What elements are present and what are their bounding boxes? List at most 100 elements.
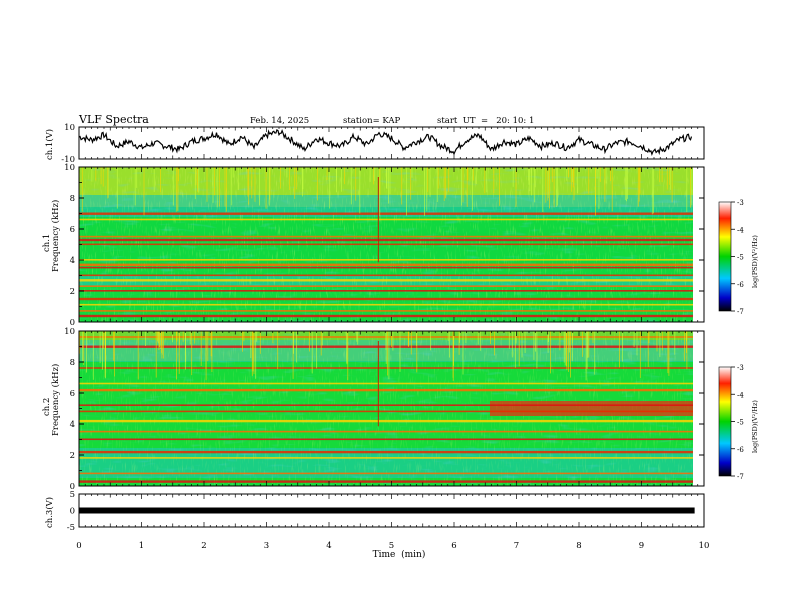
sferic-spike (598, 167, 600, 209)
sferic-spike (158, 331, 160, 350)
colorbar-tick-label: -7 (737, 473, 744, 481)
sferic-spike (486, 167, 488, 193)
sferic-spike (515, 167, 517, 207)
sferic-spike (79, 331, 81, 354)
sferic-spike (386, 167, 387, 189)
spectral-band (79, 218, 693, 221)
sferic-spike (472, 167, 473, 211)
colorbar-tick-label: -5 (737, 419, 744, 427)
sferic-spike (477, 331, 479, 345)
spectral-band (79, 367, 693, 369)
sferic-spike (622, 331, 623, 362)
spectral-band (79, 310, 693, 312)
time-tick-label: 1 (139, 541, 144, 551)
sferic-spike (316, 331, 317, 369)
freq-tick-label: 2 (70, 451, 75, 461)
figure-title: VLF Spectra (78, 113, 149, 126)
sferic-spike (462, 331, 464, 375)
sferic-spike (436, 167, 438, 202)
sferic-spike (518, 331, 520, 367)
sferic-spike (95, 167, 97, 181)
time-tick-label: 5 (389, 541, 394, 551)
sferic-spike (136, 167, 138, 188)
sferic-spike (592, 331, 594, 343)
sferic-spike (293, 331, 294, 354)
sferic-spike (185, 331, 186, 362)
sferic-spike (536, 331, 538, 369)
sferic-spike (163, 331, 164, 359)
sferic-spike (253, 331, 255, 375)
spectral-band (79, 212, 693, 215)
sferic-spike (534, 167, 536, 203)
sferic-spike (251, 167, 253, 199)
time-axis: 0 1 2 3 4 5 6 7 8 9 10 (76, 127, 709, 551)
sferic-spike (105, 331, 106, 379)
sferic-spike (99, 331, 101, 364)
sferic-spike (453, 331, 454, 366)
sferic-spike (605, 167, 607, 184)
sferic-spike (685, 331, 687, 353)
sferic-spike (571, 167, 573, 192)
sferic-spike (594, 331, 596, 375)
sferic-spike (684, 331, 685, 362)
sferic-spike (155, 331, 157, 378)
sferic-spike (416, 331, 417, 346)
sferic-spike (582, 331, 583, 357)
spectral-band (79, 450, 693, 454)
sferic-spike (508, 331, 510, 349)
sferic-spike (116, 167, 118, 209)
sferic-spike (359, 167, 361, 214)
sferic-spike (205, 331, 207, 381)
sferic-spike (445, 167, 446, 199)
ch3-ylabel: ch.3(V) (44, 497, 55, 528)
sferic-spike (514, 331, 516, 368)
sferic-spike (447, 331, 449, 341)
sferic-spike (666, 167, 668, 190)
sferic-spike (626, 167, 627, 202)
sferic-spike (277, 331, 279, 370)
spectral-band (79, 388, 693, 392)
freq-tick-label: 8 (70, 194, 75, 204)
sferic-spike (587, 331, 589, 358)
sferic-spike (224, 167, 226, 207)
sferic-spike (573, 167, 575, 201)
time-tick-label: 0 (76, 541, 81, 551)
sferic-spike (392, 331, 394, 351)
sferic-spike (639, 167, 641, 194)
sferic-spike (153, 167, 155, 192)
sferic-spike (633, 331, 635, 347)
sferic-spike (674, 331, 676, 355)
spectral-band (79, 235, 693, 238)
sferic-spike (610, 167, 611, 181)
spectral-band (79, 404, 693, 406)
sferic-spike (549, 167, 550, 209)
sferic-spike (568, 331, 569, 372)
freq-tick-label: 4 (70, 420, 75, 430)
sferic-spike (529, 167, 531, 192)
sferic-spike (531, 167, 532, 196)
sferic-spike (668, 331, 670, 376)
ch3-waveform-panel: 5 0 -5 ch.3(V) (44, 490, 705, 533)
sferic-spike (571, 331, 573, 362)
sferic-spike (321, 331, 323, 346)
ch1-spectrogram-ylabel: Frequency (kHz) (50, 200, 61, 272)
colorbar-tick-label: -6 (737, 446, 744, 454)
sferic-spike (551, 167, 553, 183)
spectral-band (79, 266, 693, 269)
sferic-spike (292, 331, 294, 379)
sferic-spike (206, 167, 208, 202)
sferic-spike (211, 331, 213, 372)
sferic-spike (490, 331, 491, 344)
ch2-colorbar-label: log(PSD)(V²/Hz) (751, 400, 759, 453)
sferic-spike (566, 331, 567, 367)
ch1-colorbar: -3 -4 -5 -6 -7 log(PSD)(V²/Hz) (718, 199, 759, 316)
sferic-spike (653, 167, 654, 214)
spectral-band (79, 438, 693, 441)
sferic-spike (437, 167, 439, 189)
sferic-spike (161, 331, 163, 359)
sferic-spike (588, 331, 590, 358)
sferic-spike (410, 167, 412, 200)
spectral-band (79, 303, 693, 306)
sferic-spike (430, 331, 431, 351)
sferic-spike (550, 331, 551, 374)
